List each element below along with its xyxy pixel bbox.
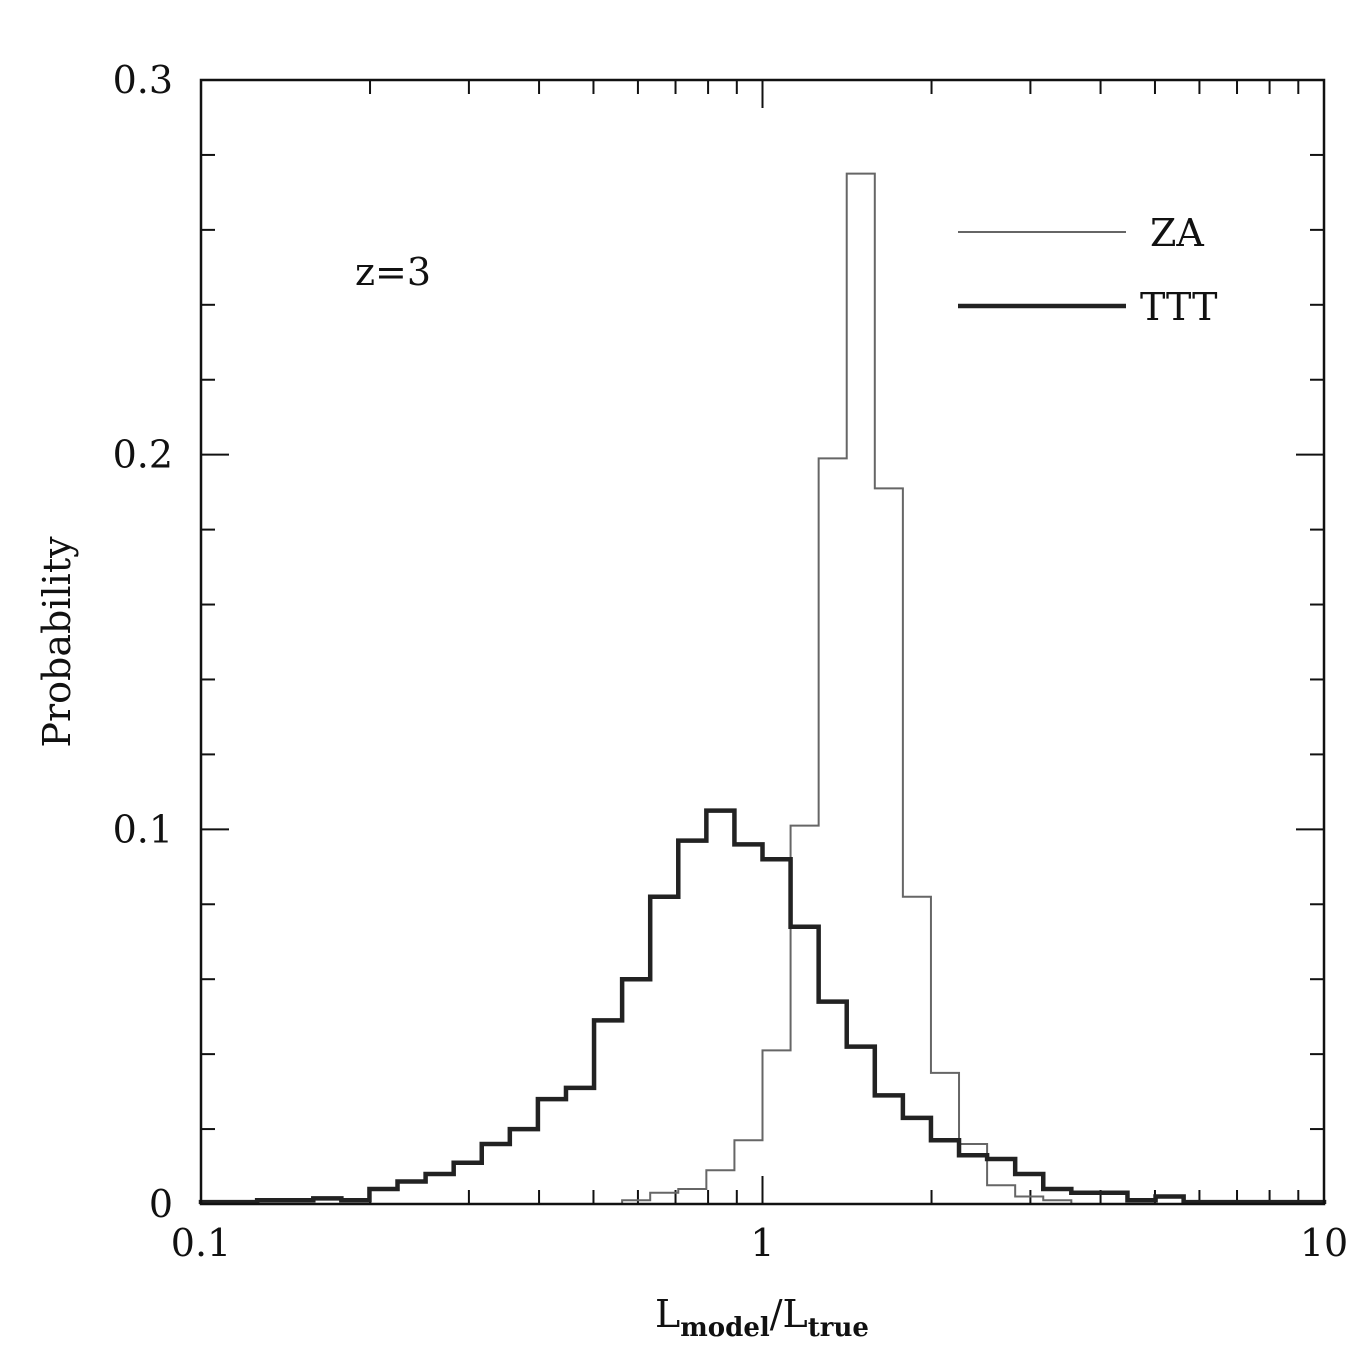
series-ttt-histogram xyxy=(198,808,1327,1205)
legend-label-ttt: TTT xyxy=(1140,285,1217,329)
x-title-main2: L xyxy=(783,1292,808,1336)
x-title-separator: / xyxy=(770,1292,783,1336)
legend: ZA TTT xyxy=(958,211,1217,329)
x-tick-label: 10 xyxy=(1300,1221,1348,1265)
x-title-sub-model: model xyxy=(680,1313,770,1343)
plot-frame xyxy=(199,78,1326,1206)
x-title-sub-true: true xyxy=(808,1313,869,1343)
legend-label-za: ZA xyxy=(1150,211,1204,255)
y-tick-label: 0.2 xyxy=(113,433,173,477)
annotation-label: z=3 xyxy=(355,250,431,294)
x-axis-title: Lmodel/Ltrue xyxy=(655,1292,869,1343)
x-tick-label: 1 xyxy=(750,1221,774,1265)
x-tick-label: 0.1 xyxy=(171,1221,231,1265)
y-tick-label: 0.1 xyxy=(113,807,173,851)
x-title-main: L xyxy=(655,1292,680,1336)
y-tick-label: 0 xyxy=(149,1182,173,1226)
y-tick-label: 0.3 xyxy=(113,58,173,102)
y-axis-title: Probability xyxy=(35,536,79,748)
